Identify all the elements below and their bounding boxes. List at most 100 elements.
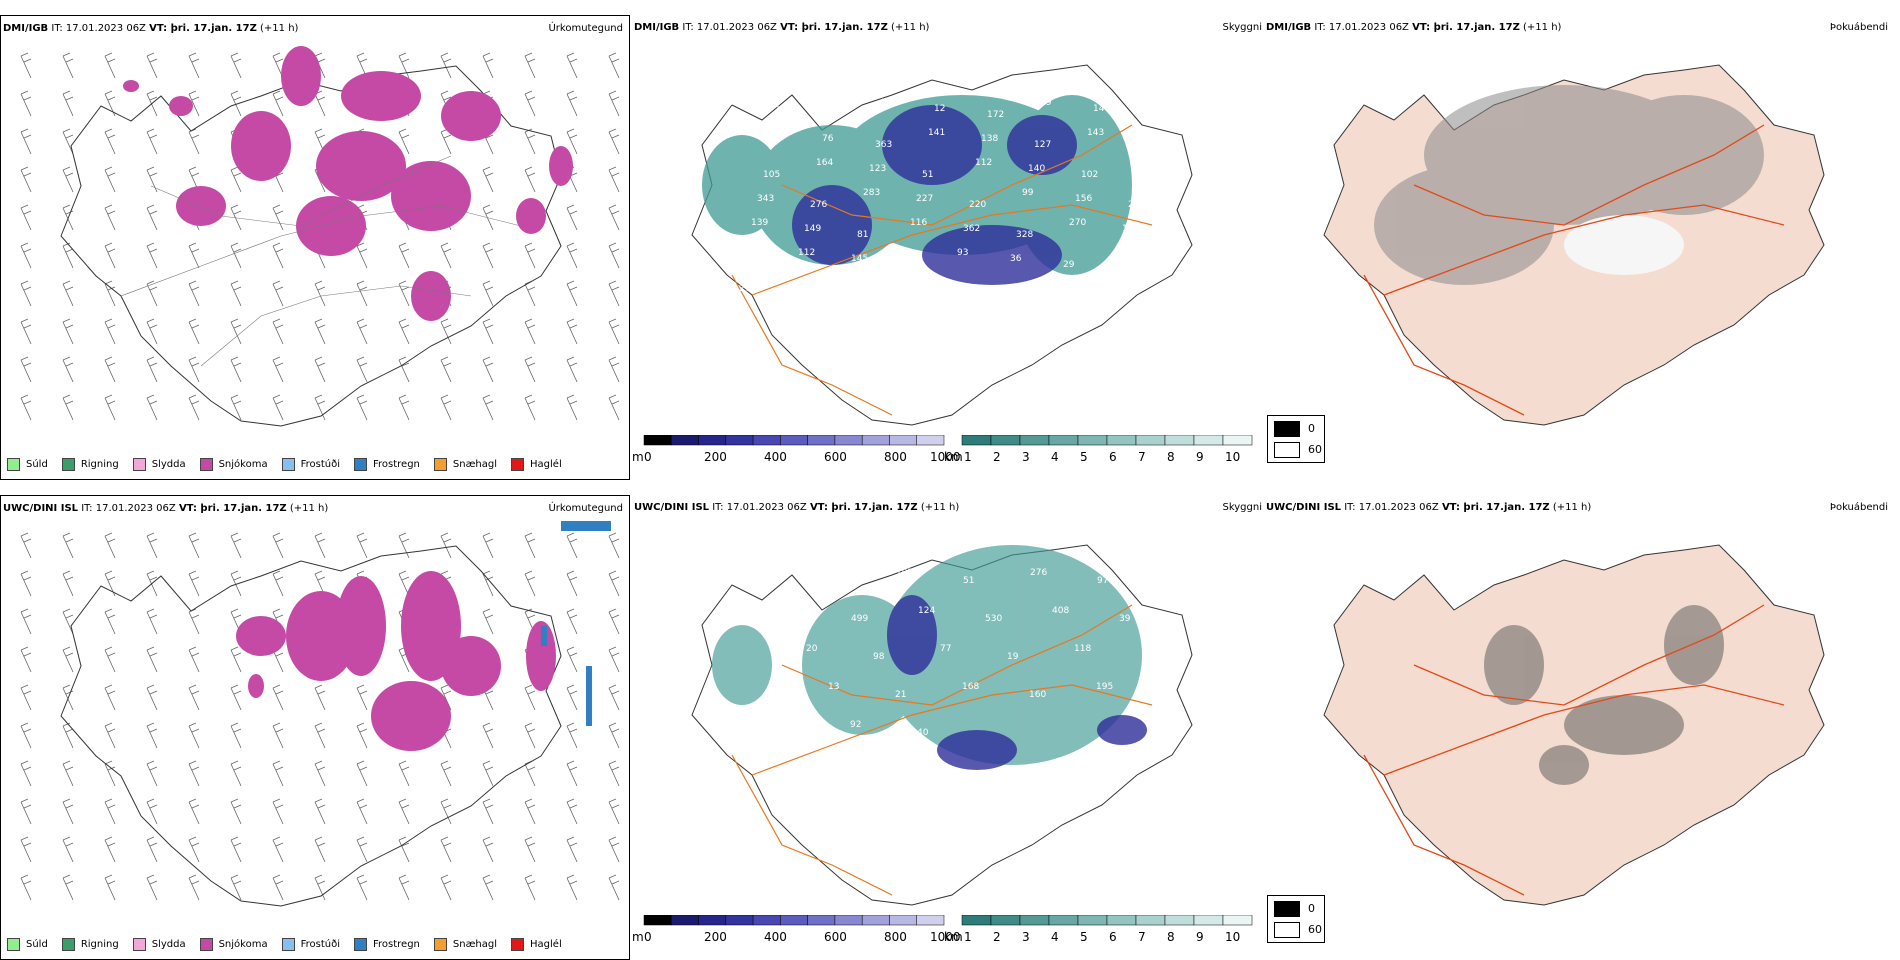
fog-legend-white <box>1274 922 1300 938</box>
colorbar-m-swatch <box>834 434 863 446</box>
wind-barb <box>524 128 536 155</box>
wind-barb <box>188 684 200 711</box>
snow-area <box>316 131 406 201</box>
visibility-label: 51 <box>922 170 933 180</box>
wind-barb <box>188 798 200 825</box>
visibility-label: 127 <box>1034 140 1051 150</box>
snow-area <box>231 111 291 181</box>
wind-barb <box>398 760 410 787</box>
wind-barb <box>356 532 368 559</box>
wind-barb <box>272 280 284 307</box>
visibility-label: 76 <box>822 134 834 144</box>
panel-title: Skyggni <box>1222 22 1262 33</box>
wind-barb <box>440 874 452 901</box>
wind-barb <box>188 90 200 117</box>
wind-barb <box>566 52 578 79</box>
snow-area <box>391 161 471 231</box>
roads <box>731 604 1153 896</box>
wind-barb <box>62 836 74 863</box>
wind-barb <box>482 280 494 307</box>
visibility-label: 149 <box>1093 104 1110 114</box>
wind-barb <box>20 52 32 79</box>
colorbar-km-swatch <box>1164 914 1195 926</box>
wind-barb <box>20 128 32 155</box>
colorbar-km-swatch <box>1048 914 1079 926</box>
wind-barb <box>230 318 242 345</box>
visibility-label: 13 <box>828 682 839 692</box>
wind-barb <box>356 798 368 825</box>
visibility-label: 102 <box>1081 170 1098 180</box>
wind-barb <box>482 318 494 345</box>
wind-barb <box>272 204 284 231</box>
wind-barb <box>272 318 284 345</box>
legend-item-sudl: Súld <box>7 938 48 951</box>
visibility-label: 29 <box>1063 260 1075 270</box>
visibility-label: 95 <box>1146 110 1157 120</box>
wind-barb <box>20 356 32 383</box>
snow-area <box>248 674 264 698</box>
wind-barb <box>524 242 536 269</box>
wind-barb <box>104 798 116 825</box>
visibility-label: 44 <box>792 290 804 300</box>
wind-barb <box>398 52 410 79</box>
precip-type-panel-bottom: UWC/DINI ISL IT: 17.01.2023 06Z VT: þri.… <box>0 495 630 960</box>
wind-barb <box>356 280 368 307</box>
fog-legend-label-0: 0 <box>1308 422 1315 435</box>
visibility-map: 169 152 17 53 12 172 99 149 95 119 76 363 141 138 127 1… <box>691 64 1193 426</box>
wind-barb <box>524 356 536 383</box>
colorbar-m-swatch <box>780 914 808 926</box>
visibility-label: 156 <box>1075 194 1092 204</box>
colorbar-km-swatch <box>1048 434 1079 446</box>
colorbar-m-swatch <box>807 434 836 446</box>
wind-barb <box>230 394 242 421</box>
visibility-label: 93 <box>957 248 968 258</box>
wind-barb <box>20 90 32 117</box>
visibility-value-labels: 822 264 102 51 276 97 283 499 124 530 408 39 20 98 77 1… <box>762 568 1158 738</box>
visibility-label: 248 <box>745 260 762 270</box>
wind-barb <box>104 532 116 559</box>
panel-title: Skyggni <box>1222 502 1262 513</box>
wind-barb <box>62 394 74 421</box>
wind-barb <box>314 394 326 421</box>
wind-barb <box>230 280 242 307</box>
visibility-label: 283 <box>784 606 801 616</box>
wind-barb <box>188 836 200 863</box>
visibility-label: 172 <box>987 110 1004 120</box>
colorbar-m-swatch <box>807 914 836 926</box>
colorbar-m-tick: 0 <box>644 450 652 464</box>
visibility-label: 152 <box>775 104 792 114</box>
wind-barb <box>398 394 410 421</box>
snow-area <box>123 80 139 92</box>
iceland-outline <box>60 545 562 907</box>
wind-barb <box>230 356 242 383</box>
snow-area <box>441 636 501 696</box>
colorbar-m-tick: 800 <box>884 450 907 464</box>
wind-barb <box>482 356 494 383</box>
panel-header: DMI/IGB IT: 17.01.2023 06Z VT: þri. 17.j… <box>634 22 930 33</box>
visibility-label: 112 <box>798 248 815 258</box>
wind-barb <box>272 570 284 597</box>
wind-barb <box>482 166 494 193</box>
wind-barb <box>482 608 494 635</box>
wind-barb <box>62 242 74 269</box>
wind-barb <box>356 722 368 749</box>
wind-barb <box>356 684 368 711</box>
colorbar-km-swatch <box>1135 434 1166 446</box>
colorbar-m-swatch <box>725 914 754 926</box>
wind-barb <box>566 760 578 787</box>
panel-title: Þokuábendi <box>1829 502 1888 513</box>
wind-barb <box>524 318 536 345</box>
wind-barb <box>608 318 620 345</box>
colorbar-m-tick: 800 <box>884 930 907 944</box>
visibility-label: 99 <box>1040 98 1052 108</box>
colorbar-m-tick: 600 <box>824 930 847 944</box>
legend-item-snjokoma: Snjókoma <box>199 938 268 951</box>
wind-barb <box>398 836 410 863</box>
colorbar-km-tick: 8 <box>1167 930 1175 944</box>
wind-barb <box>20 394 32 421</box>
visibility-label: 105 <box>763 170 780 180</box>
wind-barb <box>608 570 620 597</box>
visibility-label: 81 <box>857 230 868 240</box>
wind-barb <box>20 874 32 901</box>
wind-barb <box>188 318 200 345</box>
